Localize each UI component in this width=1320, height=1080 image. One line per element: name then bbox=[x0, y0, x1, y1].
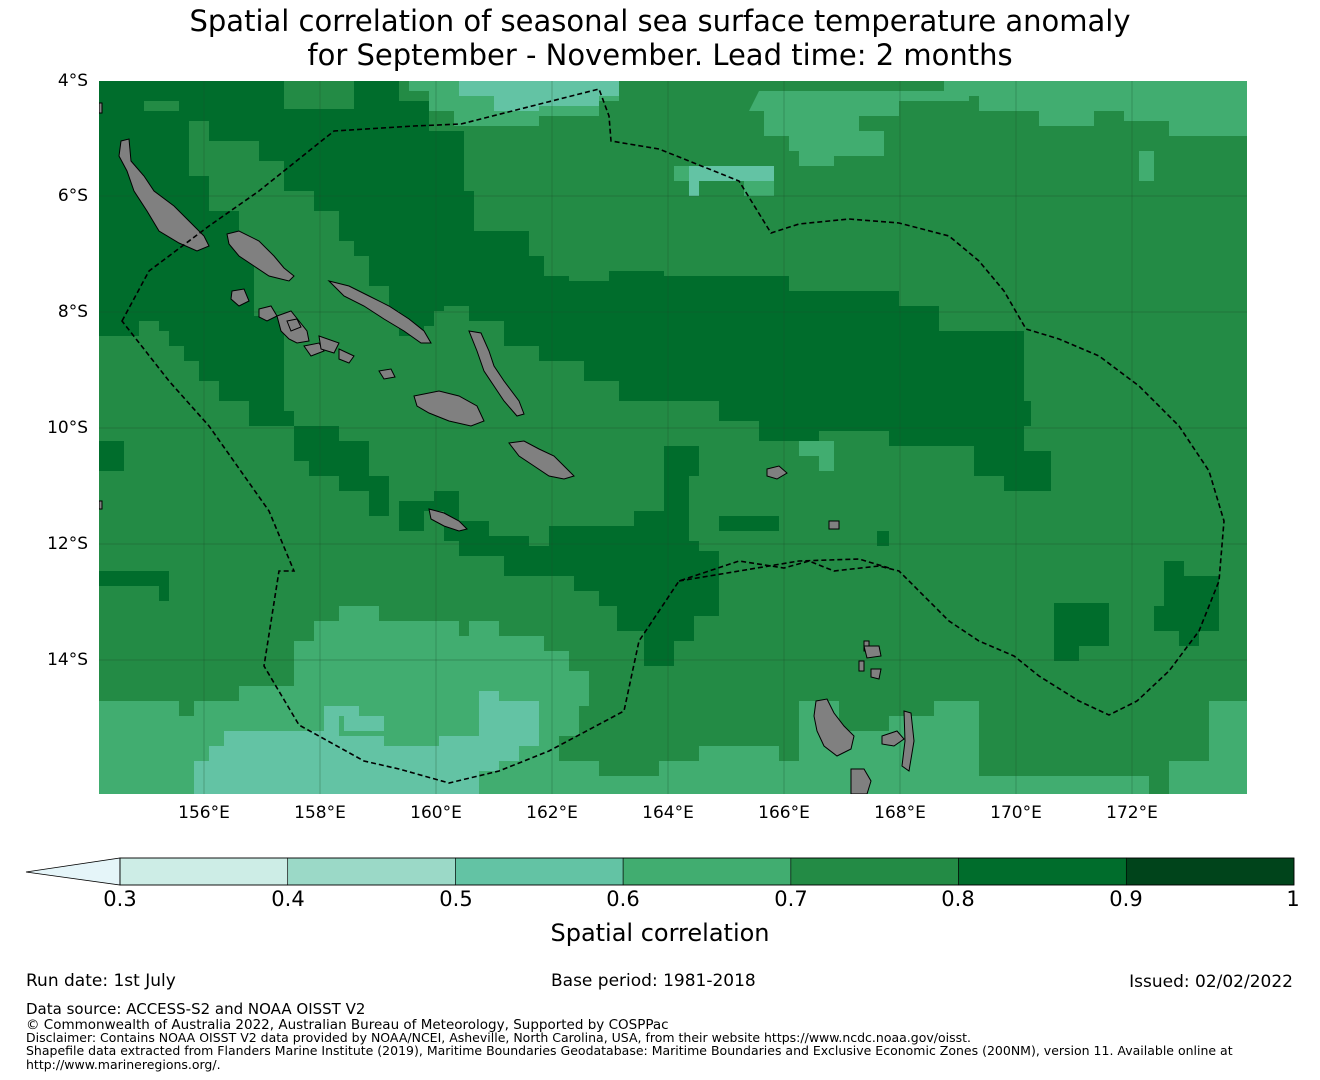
florida-islands bbox=[378, 368, 396, 380]
colorbar-under-extension bbox=[25, 857, 121, 886]
lon-tick-label: 158°E bbox=[294, 803, 346, 823]
colorbar-tick-label: 1 bbox=[1286, 887, 1300, 911]
field-region-0.8-0.9 bbox=[719, 516, 1219, 661]
field-region-0.8-0.9 bbox=[99, 81, 719, 666]
colorbar-segment bbox=[622, 857, 792, 886]
colorbar-segment bbox=[287, 857, 456, 886]
guadalcanal-island bbox=[413, 390, 485, 427]
disclaimer: Disclaimer: Contains NOAA OISST V2 data … bbox=[26, 1030, 971, 1045]
map-title-line-2: for September - November. Lead time: 2 m… bbox=[307, 38, 1013, 72]
run-date: Run date: 1st July bbox=[26, 971, 176, 991]
field-region-0.5-0.6 bbox=[194, 691, 539, 794]
lat-tick-label: 8°S bbox=[57, 302, 88, 322]
malakula-island bbox=[881, 710, 915, 772]
ambae-island bbox=[850, 768, 872, 794]
colorbar bbox=[25, 857, 1295, 886]
colorbar-segment bbox=[1125, 857, 1295, 886]
field-region-0.6-0.7 bbox=[674, 81, 1124, 196]
land bbox=[99, 102, 915, 794]
lat-tick-label: 6°S bbox=[57, 186, 88, 206]
lon-tick-label: 166°E bbox=[758, 803, 810, 823]
colorbar-tick-label: 0.3 bbox=[103, 887, 137, 911]
colorbar-segment bbox=[455, 857, 624, 886]
graticule bbox=[99, 81, 1247, 794]
choiseul-island bbox=[226, 230, 295, 282]
lon-tick-label: 164°E bbox=[642, 803, 694, 823]
lat-tick-label: 14°S bbox=[47, 650, 88, 670]
field-region-0.6-0.7 bbox=[799, 441, 1247, 794]
lon-tick-label: 170°E bbox=[990, 803, 1042, 823]
eez-boundaries bbox=[121, 88, 1225, 784]
colorbar-tick-label: 0.5 bbox=[439, 887, 473, 911]
colorbar-tick-label: 0.8 bbox=[941, 887, 975, 911]
correlation-field bbox=[99, 81, 1247, 794]
colorbar-segment bbox=[790, 857, 959, 886]
lon-tick-label: 156°E bbox=[178, 803, 230, 823]
lat-tick-label: 10°S bbox=[47, 418, 88, 438]
vanuatu-eez-north bbox=[678, 558, 890, 582]
field-region-0.8-0.9 bbox=[99, 81, 1051, 491]
colorbar-segment bbox=[958, 857, 1127, 886]
western-islet bbox=[99, 102, 103, 510]
colorbar-tick-label: 0.6 bbox=[606, 887, 640, 911]
issued-date: Issued: 02/02/2022 bbox=[1129, 972, 1293, 992]
field-region-0.6-0.7 bbox=[1124, 81, 1247, 181]
santa-cruz-islands bbox=[766, 465, 840, 530]
lon-tick-label: 168°E bbox=[874, 803, 926, 823]
colorbar-tick-label: 0.4 bbox=[271, 887, 305, 911]
colorbar-label: Spatial correlation bbox=[550, 919, 770, 947]
colorbar-segments bbox=[119, 857, 1295, 886]
map-title-line-1: Spatial correlation of seasonal sea surf… bbox=[189, 4, 1131, 38]
colorbar-segment bbox=[119, 857, 289, 886]
lat-tick-label: 4°S bbox=[57, 71, 88, 91]
correlation-map[interactable] bbox=[99, 81, 1247, 794]
field-region-0.5-0.6 bbox=[344, 716, 384, 731]
lon-tick-label: 162°E bbox=[526, 803, 578, 823]
colorbar-tick-label: 0.9 bbox=[1109, 887, 1143, 911]
base-period: Base period: 1981-2018 bbox=[551, 971, 756, 991]
colorbar-outline bbox=[119, 857, 1295, 886]
banks-islands bbox=[863, 645, 882, 680]
field-region-0.8-0.9 bbox=[99, 336, 169, 601]
field-base-0.7-0.8 bbox=[99, 81, 1247, 794]
solomon-islands-eez bbox=[121, 88, 1225, 784]
espiritu-santo-island bbox=[813, 698, 855, 757]
field-region-0.5-0.6 bbox=[459, 81, 774, 196]
colorbar-tick-label: 0.7 bbox=[774, 887, 808, 911]
data-source: Data source: ACCESS-S2 and NOAA OISST V2 bbox=[26, 1000, 366, 1018]
kolombangara-island bbox=[286, 318, 355, 364]
lat-tick-label: 12°S bbox=[47, 534, 88, 554]
makira-island bbox=[508, 440, 575, 480]
lon-tick-label: 160°E bbox=[410, 803, 462, 823]
lon-tick-label: 172°E bbox=[1106, 803, 1158, 823]
shortland-islands bbox=[230, 288, 278, 322]
malaita-island bbox=[468, 330, 525, 417]
copyright-notice: © Commonwealth of Australia 2022, Austra… bbox=[26, 1017, 669, 1033]
rennell-island bbox=[428, 508, 468, 532]
shapefile-url: http://www.marineregions.org/. bbox=[26, 1057, 221, 1072]
shapefile-credit: Shapefile data extracted from Flanders M… bbox=[26, 1043, 1233, 1058]
santa-isabel-island bbox=[327, 280, 432, 344]
bougainville-island bbox=[118, 138, 210, 252]
